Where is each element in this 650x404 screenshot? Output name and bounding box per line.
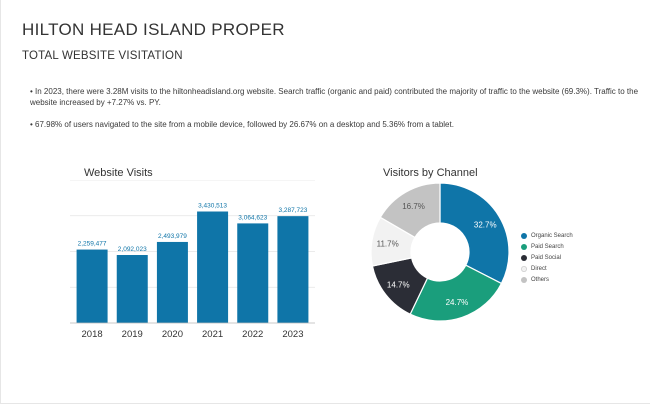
x-tick-label: 2023: [282, 329, 303, 340]
bar-2019: [116, 255, 148, 323]
legend-item: Paid Search: [521, 242, 573, 253]
website-visits-bar-chart: 2,259,477 2018 2,092,023 2019 2,493,979 2020 3…: [70, 180, 315, 340]
bar-2018: [76, 249, 108, 323]
bar-2020: [156, 241, 188, 323]
bar-2022: [237, 223, 269, 323]
legend-item: Others: [521, 274, 573, 285]
page-title: HILTON HEAD ISLAND PROPER: [22, 20, 285, 39]
slice-organic-search: [439, 182, 510, 285]
bar-chart-title: Website Visits: [84, 167, 153, 179]
slice-paid-search: [409, 264, 503, 322]
pie-chart-title: Visitors by Channel: [383, 167, 478, 179]
slice-value-label: 16.7%: [402, 202, 425, 211]
legend-swatch: [521, 254, 527, 261]
bar-value-label: 2,092,023: [118, 246, 147, 253]
bar-value-label: 2,259,477: [78, 241, 107, 248]
legend-swatch: [521, 276, 527, 283]
bar-value-label: 3,064,623: [238, 214, 267, 221]
page-subtitle: TOTAL WEBSITE VISITATION: [22, 50, 183, 62]
bar-2021: [197, 211, 229, 323]
legend-item: Paid Social: [521, 253, 573, 264]
slice-value-label: 24.7%: [446, 298, 469, 307]
bar-2023: [277, 216, 309, 323]
legend-label: Direct: [531, 265, 547, 272]
legend-item: Organic Search: [521, 231, 573, 242]
legend-item: Direct: [521, 263, 573, 274]
slice-value-label: 14.7%: [387, 281, 410, 290]
bar-value-label: 2,493,979: [158, 233, 187, 240]
bullet-devices: • 67.98% of users navigated to the site …: [30, 120, 454, 129]
legend-label: Paid Search: [531, 244, 564, 251]
legend-swatch: [521, 233, 527, 240]
slice-value-label: 11.7%: [377, 240, 399, 249]
legend-label: Others: [531, 276, 550, 283]
bullet-visits: • In 2023, there were 3.28M visits to th…: [30, 87, 639, 107]
slice-other: [379, 182, 441, 239]
visitors-by-channel-donut-chart: 32.7% 24.7% 14.7% 11.7% 16.7%: [370, 182, 510, 322]
legend-swatch: [521, 244, 527, 251]
x-tick-label: 2020: [162, 329, 183, 340]
legend-label: Paid Social: [531, 254, 562, 261]
bar-value-label: 3,287,723: [278, 207, 307, 214]
x-tick-label: 2022: [242, 329, 263, 340]
legend-label: Organic Search: [531, 233, 573, 240]
slice-value-label: 32.7%: [474, 220, 497, 229]
x-tick-label: 2021: [202, 329, 223, 340]
pie-legend: Organic Search Paid Search Paid Social Dire…: [521, 231, 573, 285]
x-tick-label: 2018: [82, 329, 103, 340]
x-tick-label: 2019: [122, 329, 143, 340]
legend-swatch: [521, 265, 527, 272]
bar-value-label: 3,430,513: [198, 203, 227, 210]
